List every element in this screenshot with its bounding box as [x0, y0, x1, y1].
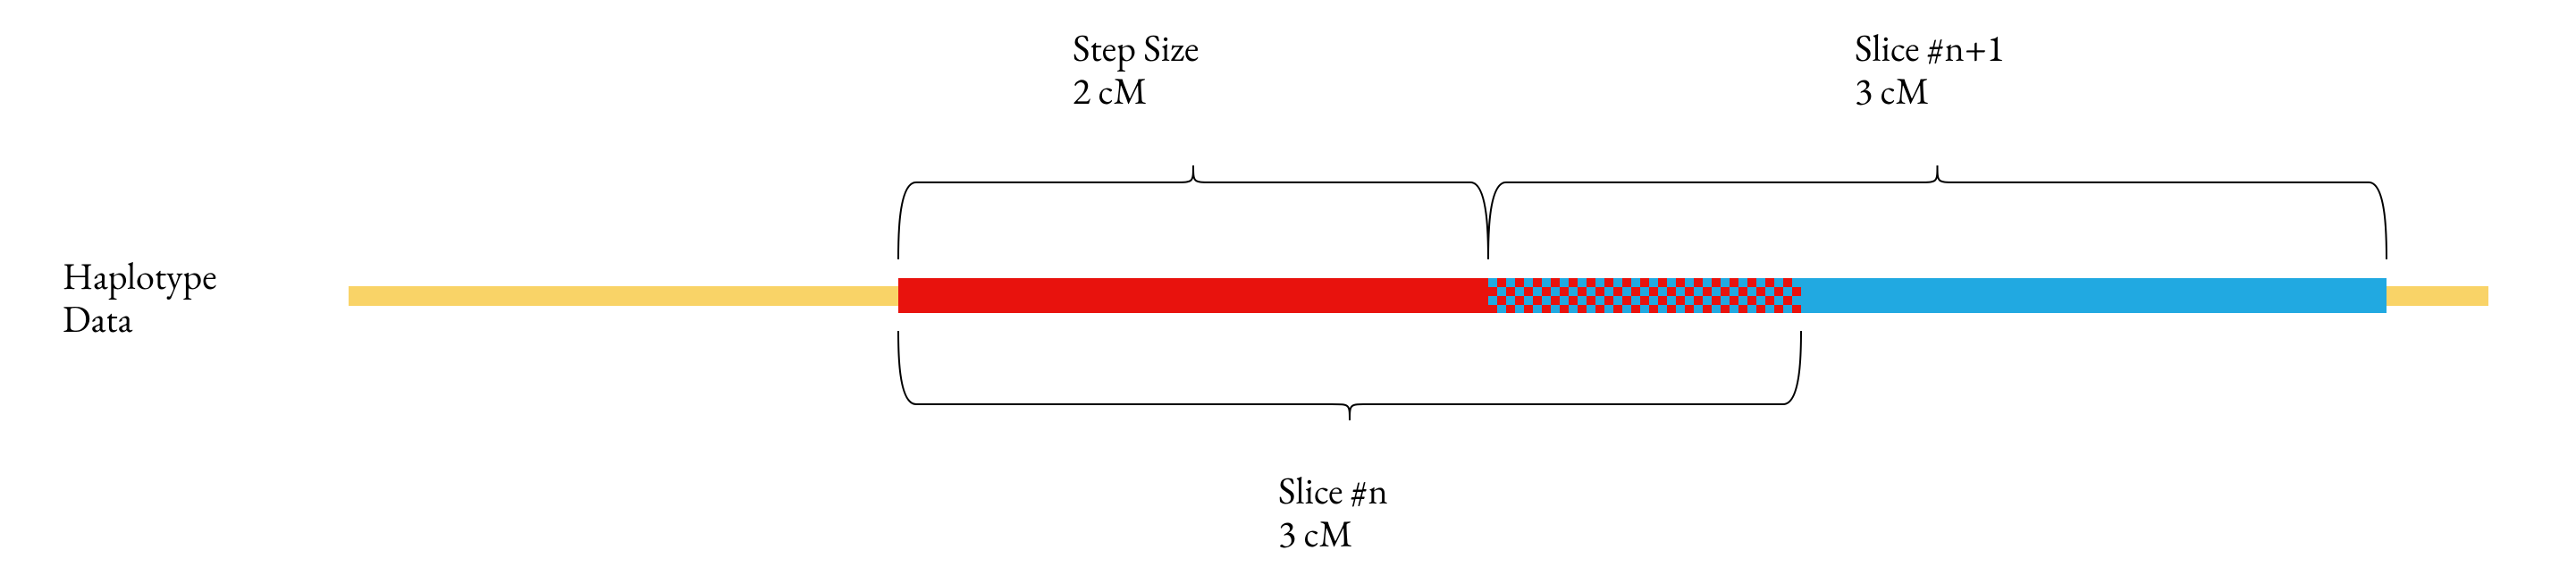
- slice-n-label: Slice #n3 cM: [1278, 470, 1388, 556]
- axis-label: HaplotypeData: [63, 255, 217, 342]
- diagram-stage: Step Size2 cMSlice #n+13 cMSlice #n3 cMH…: [0, 0, 2576, 584]
